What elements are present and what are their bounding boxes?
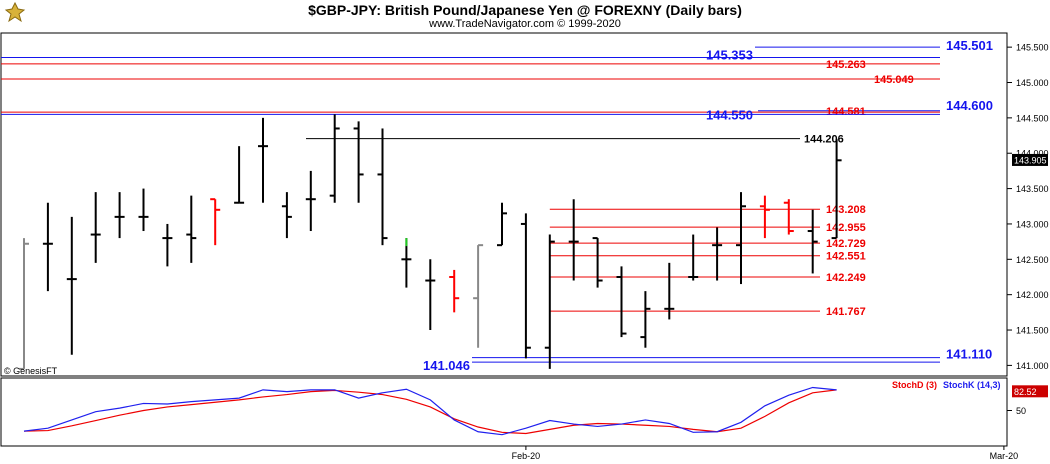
stochastic-panel-frame (0, 377, 1008, 447)
time-tick-label: Mar-20 (990, 451, 1019, 461)
ohlc-bar (162, 223, 173, 267)
price-tick-label: 141.000 (1016, 361, 1049, 371)
ohlc-bar (831, 139, 842, 240)
level-label: 142.551 (826, 251, 866, 263)
price-tick-label: 144.500 (1016, 113, 1049, 123)
ohlc-bar (568, 199, 579, 281)
ohlc-bar (329, 114, 340, 203)
level-label: 145.501 (946, 38, 993, 53)
ohlc-bar (616, 266, 627, 338)
level-label: 142.249 (826, 272, 866, 284)
level-label: 141.110 (946, 347, 992, 362)
price-tick-label: 141.500 (1016, 326, 1049, 336)
price-panel-frame (0, 32, 1008, 377)
last-price-badge (1012, 153, 1048, 166)
ohlc-bar (281, 192, 292, 239)
level-label: 145.353 (706, 48, 753, 63)
price-tick-label: 145.000 (1016, 78, 1049, 88)
price-tick-label: 145.500 (1016, 43, 1049, 53)
level-label: 144.550 (706, 107, 753, 122)
ohlc-bar (186, 195, 197, 263)
ohlc-bar (425, 259, 436, 331)
ohlc-bar (544, 234, 555, 369)
price-tick-label: 142.500 (1016, 255, 1049, 265)
ohlc-bar (640, 291, 651, 348)
time-axis: Feb-20 Mar-20 (512, 446, 1019, 461)
ohlc-bar (449, 269, 460, 313)
ohlc-bar (807, 209, 818, 274)
ohlc-bar (664, 262, 675, 320)
level-label: 141.046 (423, 358, 470, 373)
ohlc-bar (377, 128, 388, 246)
ohlc-bar (401, 238, 412, 288)
ohlc-bar (736, 192, 746, 285)
ohlc-bar (138, 188, 149, 232)
level-label: 142.729 (826, 238, 866, 250)
ohlc-bar (592, 237, 603, 288)
chart-subtitle: www.TradeNavigator.com © 1999-2020 (429, 18, 621, 30)
level-label: 142.955 (826, 222, 866, 234)
trade-navigator-logo-icon (4, 2, 26, 23)
chart-title: $GBP-JPY: British Pound/Japanese Yen @ F… (308, 2, 742, 18)
ohlc-bar (234, 146, 245, 204)
ohlc-bar (712, 227, 723, 281)
ohlc-bar (19, 238, 29, 370)
stoch-series-line (23, 386, 837, 436)
ohlc-bar (258, 117, 268, 203)
price-axis: 145.500 145.000 144.500 144.000 143.500 143.0… (1007, 43, 1049, 371)
ohlc-bar (114, 192, 125, 239)
stoch-last-badge (1012, 385, 1048, 398)
price-tick-label: 144.000 (1016, 149, 1049, 159)
stoch-last-label: 82.52 (1014, 387, 1037, 397)
stoch-series-line (23, 389, 837, 435)
level-label: 145.049 (874, 74, 914, 86)
ohlc-bar (759, 195, 770, 239)
level-label: 143.208 (826, 204, 866, 216)
stochastic-panel: 50 StochD (3) StochK (14,3) 82.52 (23, 380, 1048, 436)
level-label: 144.600 (946, 98, 993, 113)
price-tick-label: 142.000 (1016, 290, 1049, 300)
price-tick-label: 143.000 (1016, 219, 1049, 229)
ohlc-bar (210, 198, 221, 246)
ohlc-bar (473, 244, 484, 348)
watermark: © GenesisFT (4, 366, 58, 376)
ohlc-bar (66, 216, 77, 355)
stoch-legend-k: StochK (14,3) (943, 380, 1001, 390)
level-label: 141.767 (826, 306, 866, 318)
level-lines: 145.501 145.353 145.263 145.049 144.600 144.5… (1, 38, 993, 373)
stoch-legend-d: StochD (3) (892, 380, 937, 390)
ohlc-bar (42, 202, 53, 292)
stoch-tick-label: 50 (1016, 406, 1026, 416)
last-price-label: 143.905 (1014, 155, 1047, 165)
ohlc-bar (305, 170, 316, 232)
ohlc-bars (19, 114, 842, 370)
ohlc-bar (353, 121, 364, 203)
ohlc-bar (497, 202, 507, 247)
level-label: 145.263 (826, 59, 866, 71)
ohlc-bar (520, 213, 531, 359)
level-label: 144.206 (804, 134, 844, 146)
ohlc-bar (688, 234, 699, 281)
price-tick-label: 143.500 (1016, 184, 1049, 194)
ohlc-bar (783, 199, 794, 235)
ohlc-bar (90, 192, 101, 263)
time-tick-label: Feb-20 (512, 451, 541, 461)
level-label: 144.581 (826, 106, 866, 118)
